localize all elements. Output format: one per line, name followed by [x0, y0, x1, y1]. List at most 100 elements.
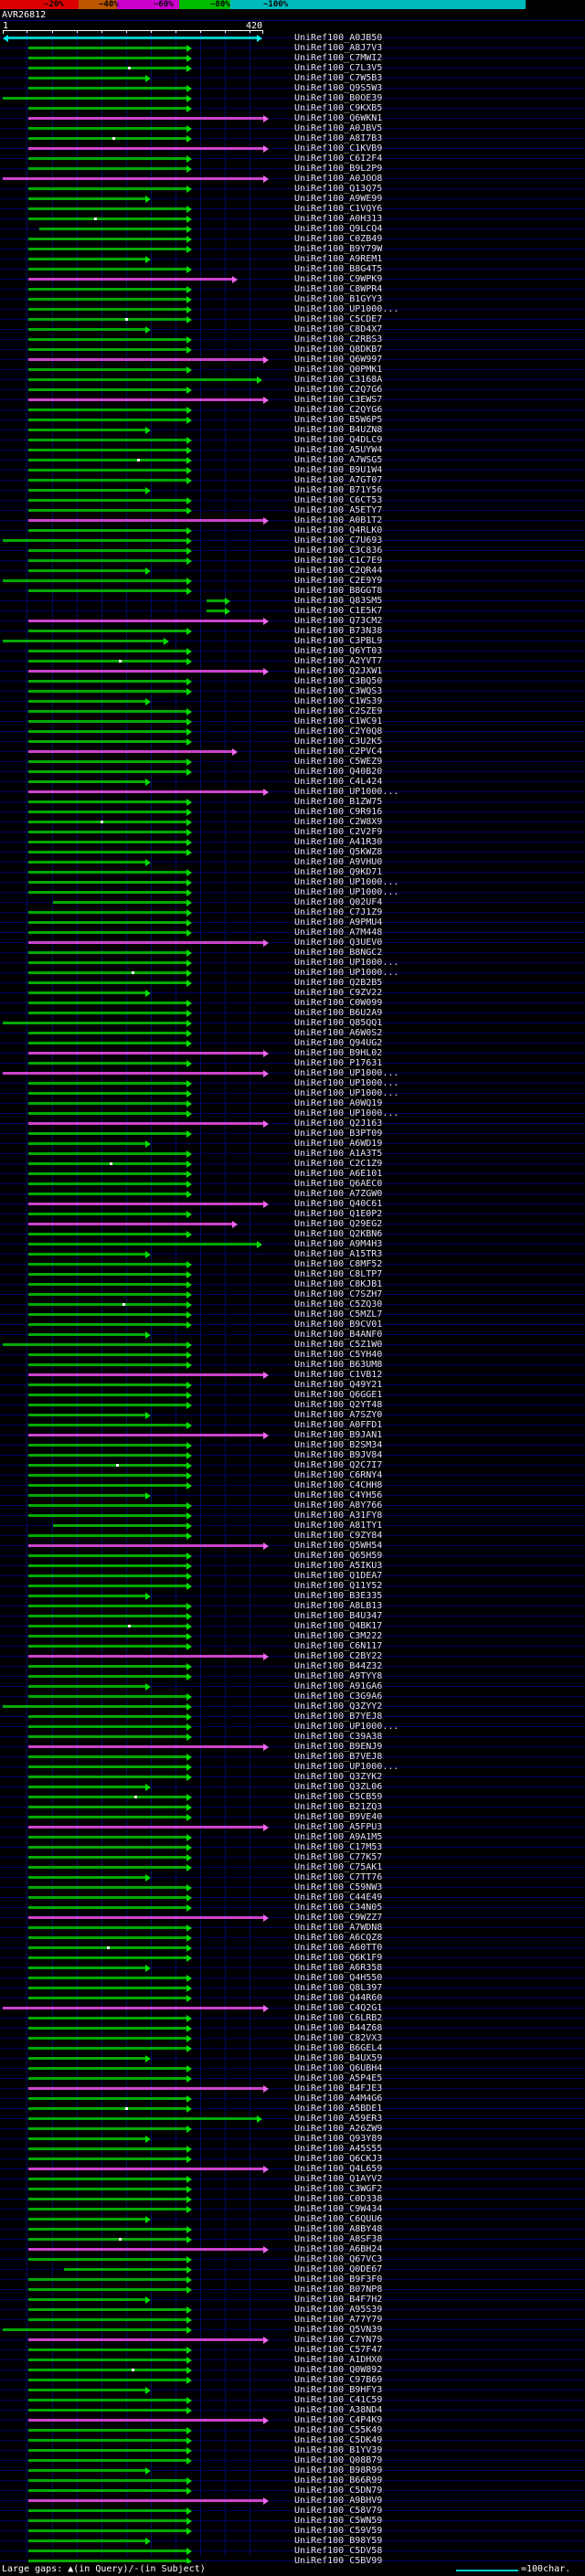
hit-bar: [27, 2469, 145, 2472]
hit-bar: [27, 1444, 186, 1447]
hit-label: UniRef100_A0B1T2: [294, 515, 383, 525]
hit-label: UniRef100_C2QYG6: [294, 405, 383, 415]
hit-label: UniRef100_C41C59: [294, 2395, 383, 2405]
hit-bar: [27, 861, 145, 864]
hit-label: UniRef100_B8GGT8: [294, 586, 383, 596]
hit-label: UniRef100_Q44R60: [294, 1993, 383, 2003]
row-guide-line: [0, 2470, 585, 2471]
hit-bar: [27, 1002, 186, 1004]
hit-bar: [27, 1554, 186, 1557]
row-guide-line: [0, 1937, 585, 1938]
hit-bar: [27, 248, 186, 250]
hit-arrowhead: [186, 2547, 192, 2555]
hit-label: UniRef100_B9HL02: [294, 1048, 383, 1058]
hit-arrowhead: [186, 245, 192, 253]
hit-label: UniRef100_C82VX3: [294, 2033, 383, 2043]
row-guide-line: [0, 2279, 585, 2280]
hit-bar: [27, 931, 186, 934]
row-guide-line: [0, 2349, 585, 2350]
hit-label: UniRef100_Q0PMK1: [294, 365, 383, 375]
hit-bar: [27, 2157, 186, 2160]
hit-bar: [27, 650, 186, 652]
hit-label: UniRef100_A7GT07: [294, 475, 383, 485]
hit-bar: [27, 1253, 145, 1256]
row-guide-line: [0, 299, 585, 300]
hit-label: UniRef100_C3WGF2: [294, 2184, 383, 2194]
hit-bar: [27, 630, 186, 632]
hit-label: UniRef100_B4F7H2: [294, 2295, 383, 2305]
hit-bar: [27, 47, 186, 49]
hit-label: UniRef100_C3BQ50: [294, 676, 383, 686]
hit-bar: [27, 1605, 186, 1607]
hit-arrowhead: [262, 1371, 269, 1379]
hit-arrowhead: [186, 285, 192, 293]
hit-arrowhead: [145, 778, 151, 786]
row-guide-line: [0, 2058, 585, 2059]
hit-label: UniRef100_C7SZH7: [294, 1289, 383, 1299]
hit-bar: [27, 398, 263, 401]
hit-arrowhead: [145, 2054, 151, 2062]
hit-bar: [27, 1514, 186, 1517]
hit-arrowhead: [186, 848, 192, 856]
hit-bar: [27, 961, 186, 964]
hit-arrowhead: [145, 2386, 151, 2394]
row-guide-line: [0, 2510, 585, 2511]
row-guide-line: [0, 128, 585, 129]
hit-label: UniRef100_C3WQS3: [294, 686, 383, 696]
hit-arrowhead: [186, 1461, 192, 1469]
hit-label: UniRef100_B6U2A9: [294, 1008, 383, 1018]
hit-bar: [27, 780, 145, 783]
hit-label: UniRef100_C6I2F4: [294, 154, 383, 164]
hit-bar: [27, 2238, 186, 2241]
hit-arrowhead: [186, 54, 192, 62]
hit-arrowhead: [186, 134, 192, 143]
hit-arrowhead: [186, 2064, 192, 2072]
hit-label: UniRef100_Q8L397: [294, 1983, 383, 1993]
hit-arrowhead: [145, 2466, 151, 2475]
hit-label: UniRef100_C1WC91: [294, 716, 383, 726]
hit-label: UniRef100_Q2KBN6: [294, 1229, 383, 1239]
hit-bar: [207, 599, 225, 602]
ruler-tick: [101, 31, 102, 34]
hit-label: UniRef100_A6WD19: [294, 1139, 383, 1149]
hit-label: UniRef100_A95S39: [294, 2305, 383, 2315]
hit-label: UniRef100_Q29EG2: [294, 1219, 383, 1229]
row-guide-line: [0, 2299, 585, 2300]
hit-bar: [27, 439, 186, 441]
hit-bar: [27, 529, 186, 532]
row-guide-line: [0, 1445, 585, 1446]
hit-bar: [27, 1424, 186, 1426]
hit-label: UniRef100_A31FY8: [294, 1511, 383, 1521]
hit-arrowhead: [186, 818, 192, 826]
gap-marker: [131, 971, 134, 974]
hit-bar: [27, 1464, 186, 1467]
row-guide-line: [0, 1465, 585, 1466]
hit-bar: [27, 449, 186, 451]
row-guide-line: [0, 68, 585, 69]
row-guide-line: [0, 2560, 585, 2561]
hit-arrowhead: [186, 1481, 192, 1489]
hit-label: UniRef100_A8SF38: [294, 2234, 383, 2244]
hit-label: UniRef100_Q6K1F9: [294, 1953, 383, 1963]
row-guide-line: [0, 1776, 585, 1777]
hit-label: UniRef100_Q49Y21: [294, 1380, 383, 1390]
row-guide-line: [0, 2400, 585, 2401]
row-guide-line: [0, 1636, 585, 1637]
hit-bar: [27, 2549, 186, 2552]
hit-label: UniRef100_C8KJB1: [294, 1279, 383, 1289]
hit-label: UniRef100_B1YV39: [294, 2445, 383, 2455]
gap-marker: [124, 2107, 128, 2110]
hit-label: UniRef100_P17631: [294, 1058, 383, 1068]
hit-arrowhead: [186, 1763, 192, 1771]
row-guide-line: [0, 1435, 585, 1436]
hit-bar: [27, 760, 186, 763]
hit-bar: [27, 1152, 186, 1155]
hit-arrowhead: [186, 577, 192, 585]
hit-bar: [27, 1042, 186, 1044]
hit-label: UniRef100_B8NGC2: [294, 948, 383, 958]
hit-label: UniRef100_A9REM1: [294, 254, 383, 264]
hit-label: UniRef100_C6N117: [294, 1641, 383, 1651]
hit-label: UniRef100_A6CQZ8: [294, 1933, 383, 1943]
hit-bar: [27, 1685, 145, 1688]
row-guide-line: [0, 138, 585, 139]
